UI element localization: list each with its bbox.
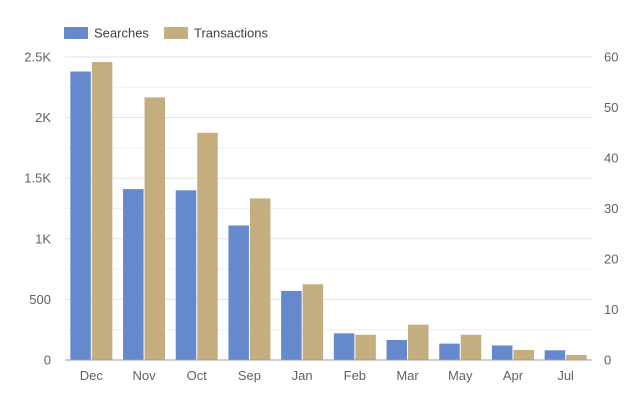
x-tick-label: Nov	[132, 368, 156, 383]
bar-transactions-sep[interactable]	[249, 198, 271, 360]
y-right-tick-label: 0	[604, 353, 611, 368]
x-tick-label: Sep	[238, 368, 261, 383]
bar-transactions-may[interactable]	[460, 334, 482, 360]
gridlines	[65, 56, 592, 331]
bar-searches-may[interactable]	[439, 343, 460, 360]
legend: Searches Transactions	[64, 26, 268, 41]
bar-searches-jan[interactable]	[281, 290, 302, 360]
bar-transactions-mar[interactable]	[408, 324, 429, 360]
y-left-tick-label: 0	[44, 353, 51, 368]
bar-transactions-jul[interactable]	[566, 354, 587, 360]
bar-transactions-nov[interactable]	[144, 97, 166, 361]
y-right-tick-label: 60	[604, 50, 618, 65]
x-tick-label: May	[448, 368, 473, 383]
x-tick-label: Feb	[344, 368, 366, 383]
bar-searches-dec[interactable]	[70, 71, 91, 360]
bar-transactions-jan[interactable]	[302, 284, 324, 360]
x-tick-label: Jul	[557, 368, 574, 383]
bar-searches-jul[interactable]	[544, 350, 566, 360]
y-right-tick-label: 50	[604, 100, 618, 115]
bar-transactions-oct[interactable]	[197, 132, 218, 360]
bars	[70, 62, 587, 361]
bar-transactions-apr[interactable]	[513, 349, 534, 360]
legend-label-searches: Searches	[94, 26, 149, 41]
legend-label-transactions: Transactions	[194, 26, 268, 41]
legend-item-searches[interactable]: Searches	[64, 26, 149, 41]
legend-swatch-transactions	[164, 27, 188, 39]
x-tick-label: Oct	[187, 368, 208, 383]
y-left-tick-label: 1K	[35, 231, 51, 246]
x-tick-label: Jan	[292, 368, 313, 383]
x-tick-label: Apr	[503, 368, 524, 383]
y-right-tick-label: 10	[604, 302, 618, 317]
y-right-tick-label: 30	[604, 201, 618, 216]
bar-transactions-feb[interactable]	[355, 334, 376, 360]
x-tick-label: Mar	[396, 368, 419, 383]
y-left-tick-label: 500	[29, 292, 51, 307]
bar-searches-apr[interactable]	[491, 345, 513, 360]
bar-searches-sep[interactable]	[228, 225, 249, 360]
bar-searches-nov[interactable]	[123, 189, 144, 360]
bar-searches-feb[interactable]	[333, 333, 355, 360]
y-left-tick-label: 1.5K	[24, 171, 51, 186]
axes: 0 500 1K 1.5K 2K 2.5K 0 10 20 30 40 50 60 Dec Nov Oct Se…	[24, 50, 618, 384]
y-left-tick-label: 2K	[35, 110, 51, 125]
y-right-tick-label: 20	[604, 252, 618, 267]
y-right-tick-label: 40	[604, 151, 618, 166]
bar-searches-oct[interactable]	[175, 190, 197, 360]
x-tick-label: Dec	[80, 368, 104, 383]
y-left-tick-label: 2.5K	[24, 50, 51, 65]
bar-searches-mar[interactable]	[386, 340, 408, 360]
legend-item-transactions[interactable]: Transactions	[164, 26, 268, 41]
bar-transactions-dec[interactable]	[91, 62, 113, 361]
legend-swatch-searches	[64, 27, 88, 39]
